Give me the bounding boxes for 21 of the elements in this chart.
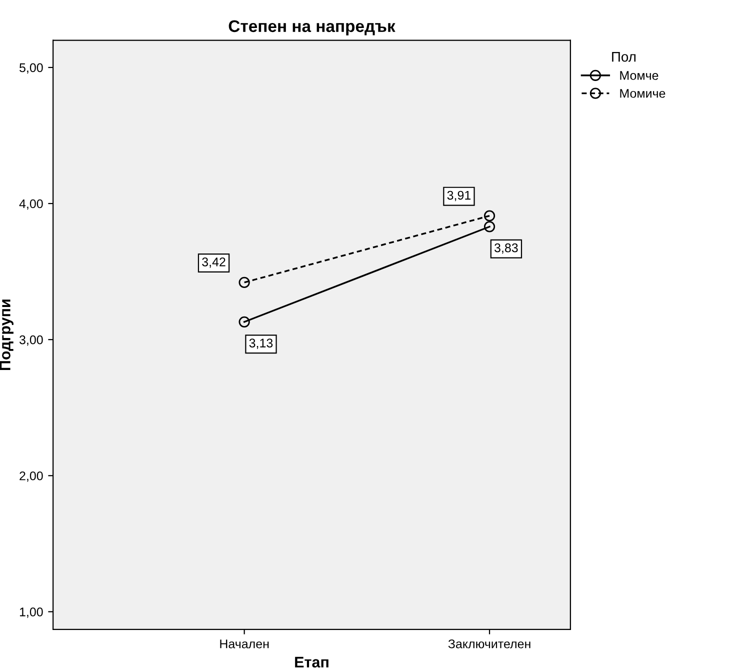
y-tick-label: 2,00 (20, 471, 43, 482)
y-tick-label: 3,00 (19, 335, 43, 346)
x-axis-title: Етап (295, 656, 328, 668)
data-label: 3,13 (249, 338, 273, 349)
x-tick-label: Заключителен (448, 639, 530, 648)
y-tick-label: 4,00 (19, 199, 43, 210)
data-label: 3,83 (494, 243, 518, 254)
legend-label: Момиче (620, 89, 666, 98)
point (484, 221, 496, 232)
point (238, 316, 250, 328)
data-label: 3,42 (202, 258, 226, 268)
y-tick-label: 5,00 (20, 63, 43, 74)
y-tick-label: 1,00 (20, 608, 43, 618)
x-tick-label: Начален (220, 640, 269, 648)
legend-title: Пол (612, 52, 636, 62)
data-label: 3,91 (447, 190, 471, 202)
legend-label: Момче (620, 71, 658, 80)
point (238, 276, 250, 288)
chart-title: Степен на напредък (228, 20, 396, 36)
point (484, 210, 496, 222)
y-axis-title: Подгрупи (0, 300, 14, 370)
